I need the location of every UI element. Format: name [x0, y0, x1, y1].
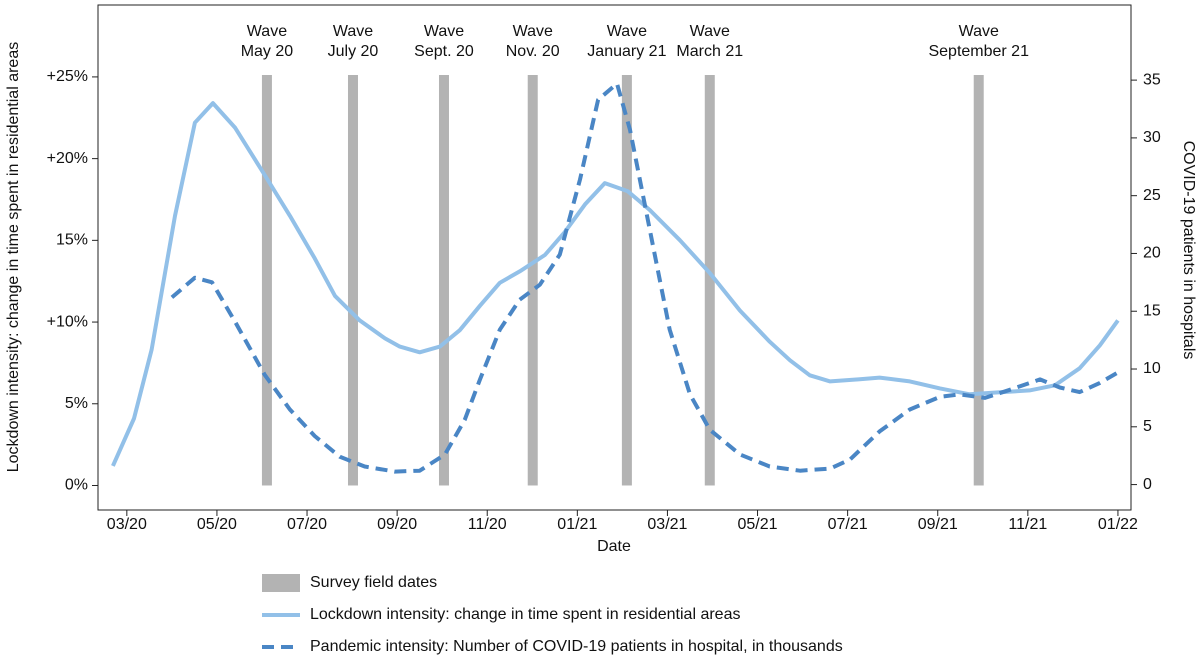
y2-tick-label: 5: [1143, 418, 1152, 435]
wave-label: Wave: [247, 23, 287, 40]
series-line: [111, 101, 1120, 467]
wave-label: Wave: [690, 23, 730, 40]
x-tick-label: 09/21: [918, 516, 958, 533]
wave-label: Wave: [333, 23, 373, 40]
y2-tick-label: 20: [1143, 245, 1161, 262]
x-tick-label: 05/20: [197, 516, 237, 533]
x-tick-label: 07/20: [287, 516, 327, 533]
x-tick-label: 03/20: [107, 516, 147, 533]
wave-label: September 21: [928, 43, 1029, 60]
y-tick-label: +20%: [47, 150, 88, 167]
wave-label: Wave: [959, 23, 999, 40]
y2-tick-label: 25: [1143, 187, 1161, 204]
legend-label: Lockdown intensity: change in time spent…: [310, 606, 740, 623]
legend-label: Survey field dates: [310, 574, 437, 591]
y2-tick-label: 35: [1143, 71, 1161, 88]
wave-label: Sept. 20: [414, 43, 474, 60]
y-axis-title: Lockdown intensity: change in time spent…: [5, 42, 22, 472]
x-tick-label: 07/21: [828, 516, 868, 533]
survey-bar: [261, 75, 272, 486]
y2-tick-label: 0: [1143, 476, 1152, 493]
x-tick-label: 01/21: [557, 516, 597, 533]
y2-tick-label: 30: [1143, 129, 1161, 146]
y2-tick-label: 10: [1143, 360, 1161, 377]
y-tick-label: +10%: [47, 313, 88, 330]
x-tick-label: 11/21: [1008, 516, 1047, 533]
wave-label: May 20: [241, 43, 294, 60]
x-tick-label: 09/20: [377, 516, 417, 533]
survey-bar: [621, 75, 632, 486]
y2-axis-title: COVID-19 patients in hospitals: [1180, 141, 1197, 360]
x-tick-label: 01/22: [1098, 516, 1138, 533]
y2-tick-label: 15: [1143, 302, 1161, 319]
wave-label: March 21: [676, 43, 743, 60]
x-tick-label: 11/20: [468, 516, 507, 533]
legend-label: Pandemic intensity: Number of COVID-19 p…: [310, 638, 843, 655]
plot-frame: [97, 4, 1132, 511]
y-tick-label: 5%: [65, 395, 88, 412]
survey-bar: [973, 75, 984, 486]
wave-label: Wave: [607, 23, 647, 40]
wave-label: Wave: [424, 23, 464, 40]
y-tick-label: 15%: [56, 232, 88, 249]
survey-bar: [347, 75, 358, 486]
y-tick-label: 0%: [65, 477, 88, 494]
wave-label: Wave: [513, 23, 553, 40]
wave-label: January 21: [587, 43, 666, 60]
survey-bar: [527, 75, 538, 486]
x-tick-label: 03/21: [647, 516, 687, 533]
y-tick-label: +25%: [47, 68, 88, 85]
wave-label: July 20: [328, 43, 379, 60]
x-axis-title: Date: [597, 538, 631, 555]
x-tick-label: 05/21: [738, 516, 778, 533]
legend-swatch: [262, 574, 300, 592]
series-line: [170, 81, 1119, 474]
wave-label: Nov. 20: [506, 43, 560, 60]
survey-bar: [704, 75, 715, 486]
survey-bar: [438, 75, 449, 486]
